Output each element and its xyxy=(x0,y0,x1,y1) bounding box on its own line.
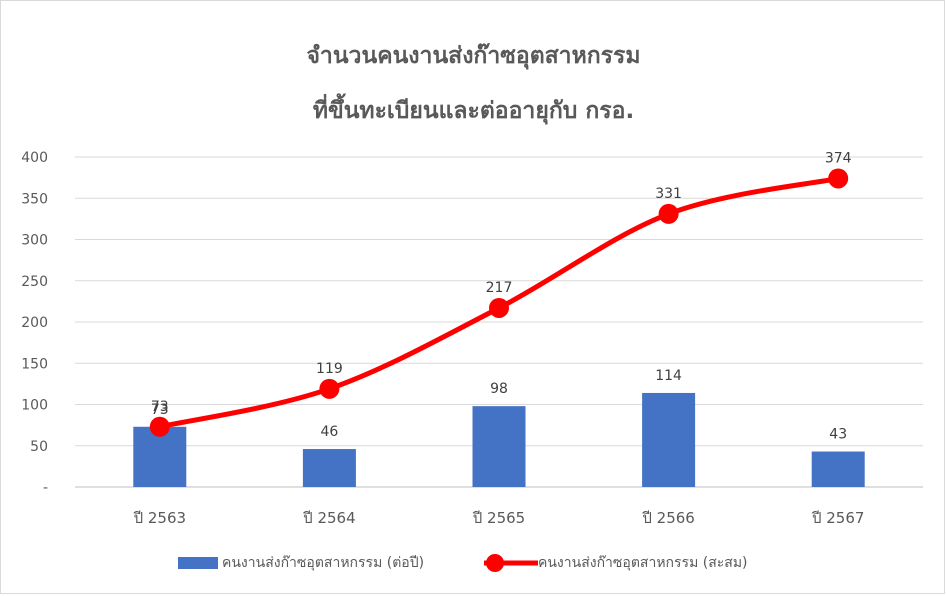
legend-item-bar: คนงานส่งก๊าซอุตสาหกรรม (ต่อปี) xyxy=(178,552,424,574)
line-marker xyxy=(319,378,340,399)
line-marker xyxy=(658,203,679,224)
x-tick-label: ปี 2566 xyxy=(641,509,694,527)
legend-line-swatch xyxy=(484,554,538,572)
x-tick-label: ปี 2565 xyxy=(472,509,525,527)
bar xyxy=(642,392,696,487)
line-data-label: 73 xyxy=(151,399,169,415)
y-tick-label: 50 xyxy=(30,439,48,455)
y-tick-label: 400 xyxy=(21,150,48,166)
gridlines xyxy=(75,156,923,488)
chart-title-line-2: ที่ขึ้นทะเบียนและต่ออายุกับ กรอ. xyxy=(312,98,635,124)
line-data-label: 217 xyxy=(486,280,513,296)
x-tick-label: ปี 2563 xyxy=(133,509,186,527)
y-tick-label: 150 xyxy=(21,356,48,372)
bar xyxy=(811,451,865,487)
bar xyxy=(472,406,526,487)
y-tick-label: 300 xyxy=(21,233,48,249)
y-tick-label: - xyxy=(43,480,48,496)
legend: คนงานส่งก๊าซอุตสาหกรรม (ต่อปี) คนงานส่งก… xyxy=(0,552,947,576)
bar-data-label: 46 xyxy=(320,424,338,440)
x-axis-labels: ปี 2563 ปี 2564 ปี 2565 ปี 2566 ปี 2567 xyxy=(133,509,865,527)
bar-series xyxy=(133,392,865,487)
y-axis-ticks: - 50 100 150 200 250 300 350 400 xyxy=(21,150,48,496)
line-data-label: 331 xyxy=(655,186,682,202)
y-tick-label: 200 xyxy=(21,315,48,331)
y-tick-label: 350 xyxy=(21,191,48,207)
line-marker xyxy=(489,297,509,318)
bar-data-label: 114 xyxy=(655,368,682,384)
line-series xyxy=(149,168,849,437)
legend-label-line: คนงานส่งก๊าซอุตสาหกรรม (สะสม) xyxy=(538,555,748,571)
legend-label-bar: คนงานส่งก๊าซอุตสาหกรรม (ต่อปี) xyxy=(222,555,425,571)
legend-item-line: คนงานส่งก๊าซอุตสาหกรรม (สะสม) xyxy=(484,552,748,574)
bar-data-label: 73 xyxy=(151,402,169,418)
line-marker xyxy=(149,416,170,437)
x-tick-label: ปี 2567 xyxy=(811,509,864,527)
bar-data-label: 43 xyxy=(829,427,847,443)
bar xyxy=(133,426,187,487)
y-tick-label: 250 xyxy=(21,274,48,290)
line-data-label: 119 xyxy=(316,361,343,377)
x-tick-label: ปี 2564 xyxy=(302,509,355,527)
bar-data-label: 98 xyxy=(490,381,508,397)
line-data-label: 374 xyxy=(825,150,852,166)
chart-title-line-1: จำนวนคนงานส่งก๊าซอุตสาหกรรม xyxy=(306,43,641,69)
y-tick-label: 100 xyxy=(21,398,48,414)
bar xyxy=(302,449,356,487)
legend-bar-swatch xyxy=(178,557,218,569)
line-marker xyxy=(828,168,849,189)
